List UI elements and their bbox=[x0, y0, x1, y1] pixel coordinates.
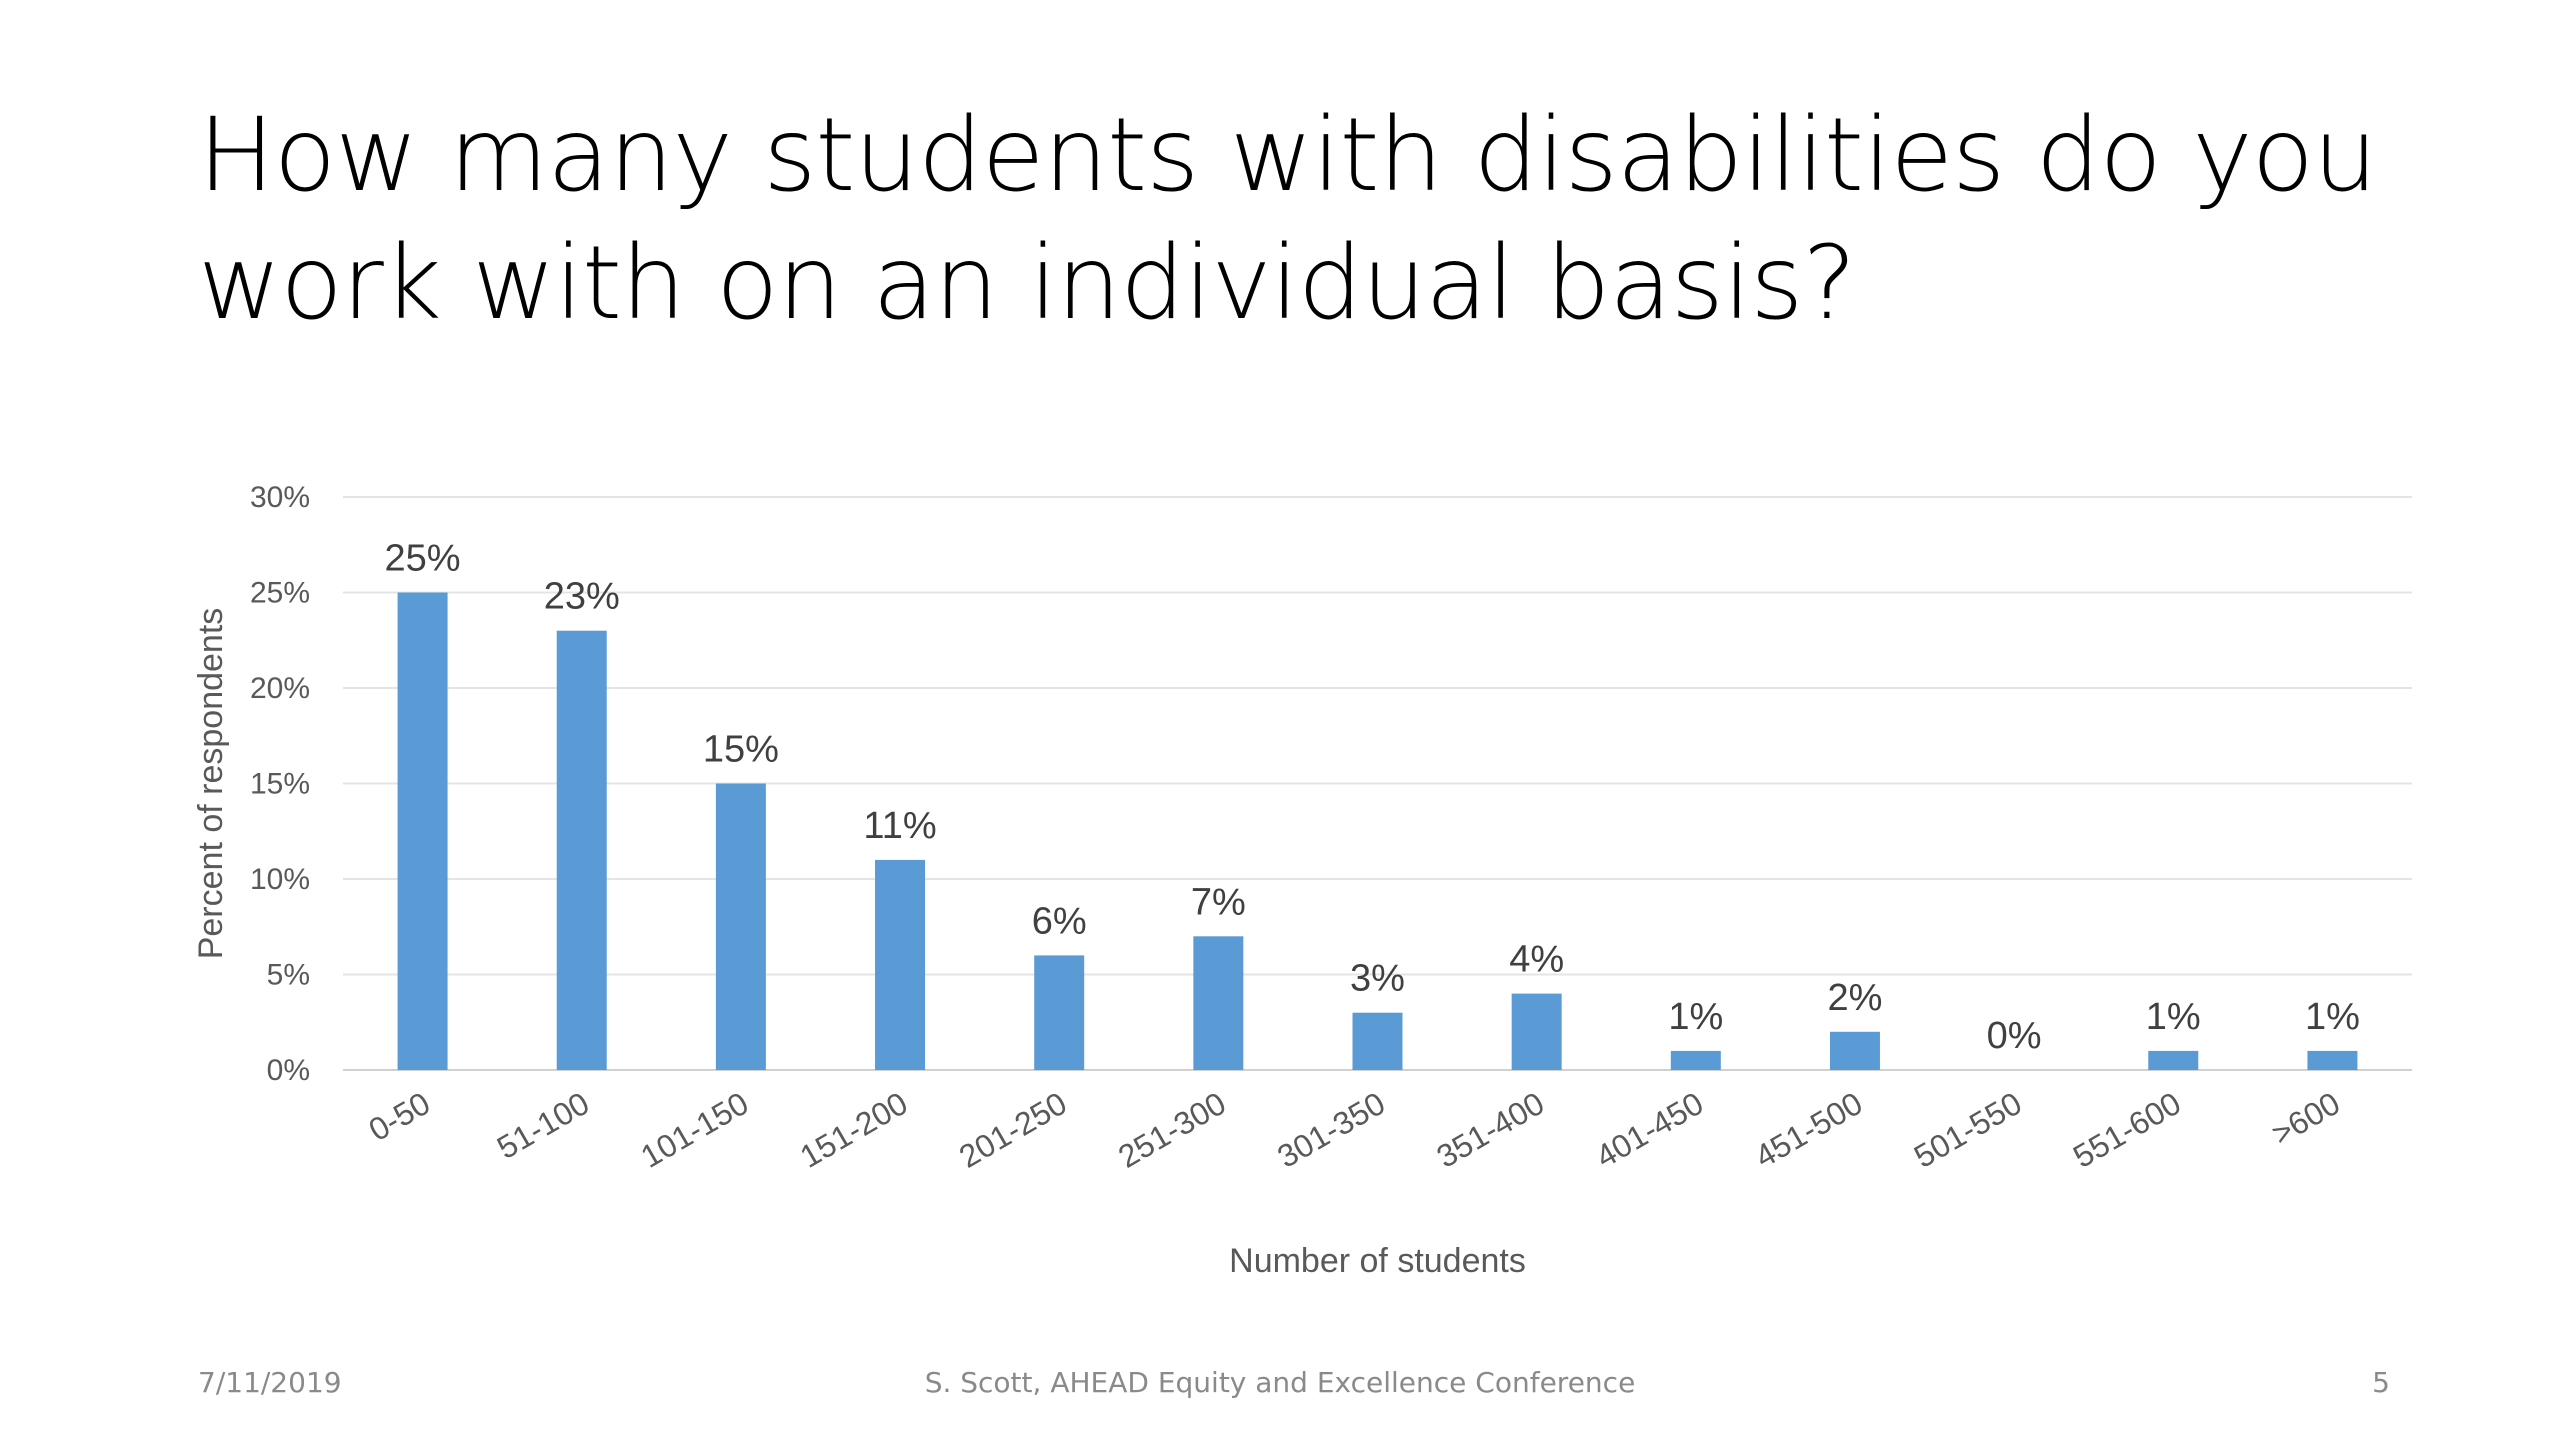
bar bbox=[1511, 993, 1562, 1070]
x-tick-label: 401-450 bbox=[1590, 1085, 1710, 1175]
y-tick-label: 5% bbox=[267, 959, 310, 992]
data-label: 2% bbox=[1828, 977, 1883, 1019]
bar bbox=[2148, 1050, 2199, 1070]
bar bbox=[2307, 1050, 2358, 1070]
data-label: 11% bbox=[863, 805, 936, 847]
data-label: 15% bbox=[703, 729, 779, 771]
footer-conference: S. Scott, AHEAD Equity and Excellence Co… bbox=[924, 1366, 1636, 1399]
bar bbox=[715, 783, 766, 1070]
data-label: 0% bbox=[1987, 1015, 2042, 1057]
data-label: 1% bbox=[2305, 996, 2360, 1038]
x-tick-label: 451-500 bbox=[1749, 1085, 1869, 1175]
footer-date: 7/11/2019 bbox=[198, 1366, 342, 1399]
bar bbox=[1193, 936, 1244, 1070]
x-tick-label: 301-350 bbox=[1271, 1085, 1391, 1175]
bar bbox=[1670, 1050, 1721, 1070]
y-tick-label: 30% bbox=[250, 481, 310, 514]
slide-title: How many students with disabilities do y… bbox=[198, 96, 2378, 343]
bar bbox=[1034, 955, 1085, 1070]
y-axis-title: Percent of respondents bbox=[192, 608, 230, 960]
x-tick-label: 201-250 bbox=[953, 1085, 1073, 1175]
x-axis-title: Number of students bbox=[1229, 1242, 1526, 1280]
x-tick-label: 501-550 bbox=[1908, 1085, 2028, 1175]
x-tick-label: 101-150 bbox=[635, 1085, 755, 1175]
y-tick-label: 0% bbox=[267, 1054, 310, 1087]
bar bbox=[556, 630, 607, 1070]
x-tick-label: 0-50 bbox=[363, 1085, 436, 1148]
data-label: 25% bbox=[385, 538, 461, 580]
x-tick-label: 551-600 bbox=[2067, 1085, 2187, 1175]
bar bbox=[397, 592, 448, 1070]
data-label: 6% bbox=[1032, 900, 1087, 942]
x-tick-label: 151-200 bbox=[794, 1085, 914, 1175]
data-label: 1% bbox=[1668, 996, 1723, 1038]
bar bbox=[1352, 1012, 1403, 1070]
x-tick-label: 251-300 bbox=[1112, 1085, 1232, 1175]
x-tick-label: 351-400 bbox=[1430, 1085, 1550, 1175]
bar bbox=[875, 859, 926, 1070]
data-label: 4% bbox=[1509, 939, 1564, 981]
y-tick-label: 20% bbox=[250, 672, 310, 705]
data-label: 3% bbox=[1350, 958, 1405, 1000]
x-tick-label: >600 bbox=[2266, 1085, 2346, 1152]
y-tick-label: 25% bbox=[250, 577, 310, 610]
x-tick-label: 51-100 bbox=[491, 1085, 595, 1166]
bar bbox=[1829, 1031, 1880, 1070]
data-label: 23% bbox=[544, 576, 620, 618]
y-tick-label: 15% bbox=[250, 768, 310, 801]
y-tick-label: 10% bbox=[250, 863, 310, 896]
data-label: 1% bbox=[2146, 996, 2201, 1038]
page-number: 5 bbox=[2372, 1366, 2390, 1399]
data-label: 7% bbox=[1191, 881, 1246, 923]
